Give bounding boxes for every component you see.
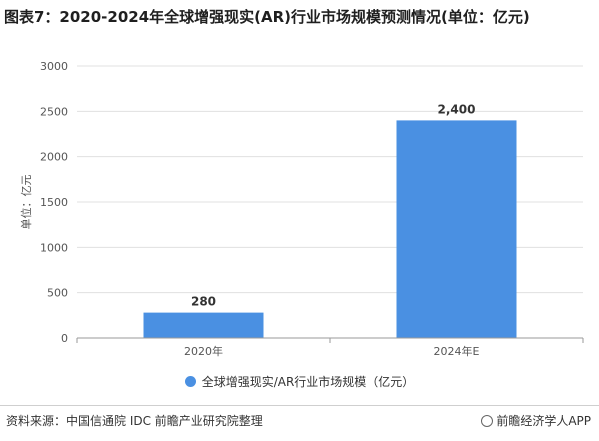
y-tick-label: 0 bbox=[61, 332, 68, 345]
y-tick-label: 1000 bbox=[40, 241, 68, 254]
bars bbox=[143, 120, 517, 339]
bar bbox=[396, 120, 517, 339]
x-tick-label: 2024年E bbox=[434, 344, 480, 358]
qianzhan-logo-icon bbox=[481, 415, 494, 427]
footer-divider bbox=[0, 405, 599, 406]
bar bbox=[143, 312, 264, 338]
legend-label: 全球增强现实/AR行业市场规模（亿元） bbox=[201, 375, 415, 389]
brand-credit: 前瞻经济学人APP bbox=[481, 412, 591, 429]
y-tick-label: 1500 bbox=[40, 196, 68, 209]
x-axis-ticks: 2020年 2024年E bbox=[76, 338, 584, 358]
legend-swatch bbox=[184, 376, 196, 387]
y-axis-label: 单位：亿元 bbox=[19, 175, 33, 230]
y-tick-label: 2000 bbox=[40, 151, 68, 164]
y-tick-label: 500 bbox=[47, 287, 68, 300]
y-tick-label: 2500 bbox=[40, 105, 68, 118]
source-note: 资料来源：中国信通院 IDC 前瞻产业研究院整理 bbox=[6, 414, 263, 428]
brand-label: 前瞻经济学人APP bbox=[496, 414, 591, 428]
y-tick-label: 3000 bbox=[40, 60, 68, 73]
data-label: 280 bbox=[191, 295, 216, 309]
page-title: 图表7：2020-2024年全球增强现实(AR)行业市场规模预测情况(单位：亿元… bbox=[4, 8, 530, 26]
legend: 全球增强现实/AR行业市场规模（亿元） bbox=[0, 373, 599, 390]
data-labels: 280 2,400 bbox=[191, 102, 476, 308]
data-label: 2,400 bbox=[438, 102, 476, 116]
x-tick-label: 2020年 bbox=[184, 344, 223, 358]
y-axis-ticks: 0 500 1000 1500 2000 2500 3000 bbox=[40, 60, 68, 345]
